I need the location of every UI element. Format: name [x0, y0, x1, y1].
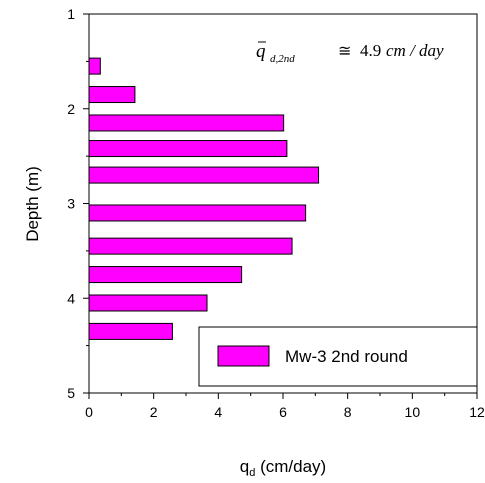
- bar: [88, 166, 320, 184]
- y-tick-label: 2: [67, 101, 75, 117]
- y-tick-label: 1: [67, 6, 75, 22]
- legend-label: Mw-3 2nd round: [285, 347, 408, 366]
- bar: [88, 266, 243, 284]
- annotation-units: cm / day: [386, 41, 444, 60]
- bar: [88, 57, 101, 75]
- x-tick-label: 2: [150, 404, 158, 420]
- x-axis-title: qd (cm/day): [240, 457, 326, 479]
- y-tick-label: 5: [67, 385, 75, 401]
- legend: Mw-3 2nd round: [198, 326, 478, 387]
- bar: [88, 322, 173, 340]
- y-tick-label: 3: [67, 196, 75, 212]
- x-tick-label: 8: [344, 404, 352, 420]
- annotation-relation: ≅: [338, 41, 351, 60]
- bar: [88, 204, 307, 222]
- x-tick-label: 12: [469, 404, 485, 420]
- bar: [88, 140, 288, 158]
- mean-annotation: q d,2nd ≅ 4.9 cm / day: [256, 41, 444, 65]
- annotation-subscript: d,2nd: [270, 53, 295, 65]
- bars: [88, 57, 320, 340]
- x-tick-label: 6: [279, 404, 287, 420]
- x-tick-label: 10: [405, 404, 421, 420]
- x-axis-title-subscript: d: [249, 467, 255, 479]
- y-axis-title: Depth (m): [23, 166, 42, 242]
- bar: [88, 114, 285, 132]
- x-tick-label: 0: [85, 404, 93, 420]
- y-axis: 1 2 3 4 5: [67, 6, 89, 401]
- annotation-symbol: q: [256, 41, 266, 62]
- bar: [88, 294, 208, 312]
- annotation-value: 4.9: [360, 41, 381, 60]
- x-axis: 0 2 4 6 8 10 12: [85, 393, 485, 420]
- bar: [88, 237, 293, 255]
- y-tick-label: 4: [67, 290, 75, 306]
- bar: [88, 86, 136, 104]
- x-tick-label: 4: [214, 404, 222, 420]
- legend-swatch: [217, 345, 270, 367]
